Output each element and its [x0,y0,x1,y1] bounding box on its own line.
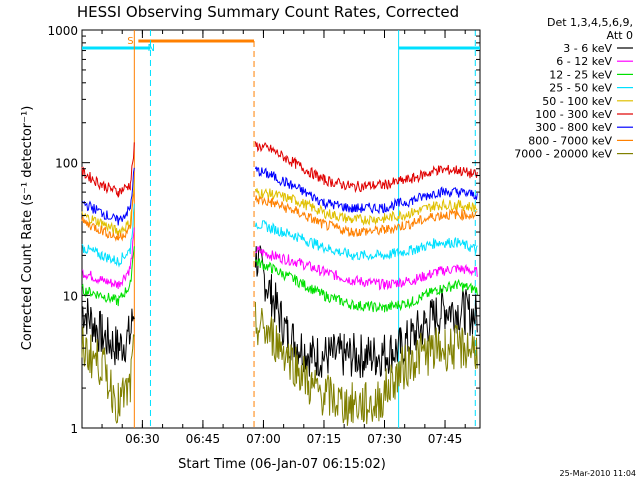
legend-entry: 6 - 12 keV [556,55,612,68]
series-line [254,258,478,313]
series-line [254,187,478,226]
series-line [81,298,135,366]
series-line [81,193,135,242]
series-line [81,167,135,226]
legend-entry: 3 - 6 keV [563,42,612,55]
x-tick-label: 06:45 [186,432,221,446]
series-line [81,180,135,238]
legend-entry: 25 - 50 keV [549,82,612,95]
legend-entry: 100 - 300 keV [535,108,612,121]
series-lines [81,141,478,426]
x-tick-label: 07:45 [428,432,463,446]
series-line [254,141,478,194]
y-axis: 1 10 100 1000 [47,24,480,436]
legend-entry: 300 - 800 keV [535,121,612,134]
plot-frame [81,29,481,429]
plot-area [81,29,481,429]
y-tick-label: 100 [55,157,78,171]
x-tick-label: 07:30 [367,432,402,446]
series-line [81,326,135,424]
y-tick-label: 10 [63,289,78,303]
x-axis: 06:30 06:45 07:00 07:15 07:30 07:45 [101,30,466,446]
footer-timestamp: 25-Mar-2010 11:04 [560,469,637,478]
x-tick-label: 07:15 [307,432,342,446]
flag-label-N: N [147,43,154,54]
legend-header-line-2: Att 0 [607,29,633,42]
status-bars [82,39,480,50]
x-axis-label: Start Time (06-Jan-07 06:15:02) [178,457,386,472]
y-axis-label: Corrected Count Rate (s⁻¹ detector⁻¹) [20,106,35,351]
legend-entry: 7000 - 20000 keV [514,148,612,161]
series-line [254,195,478,237]
series-line [254,301,478,426]
series-line [254,245,478,379]
x-tick-label: 07:00 [246,432,281,446]
chart-title: HESSI Observing Summary Count Rates, Cor… [77,3,459,21]
series-line [255,245,478,291]
legend-entry: 50 - 100 keV [542,95,612,108]
series-line [81,203,135,268]
flag-label-S: S [127,36,133,47]
series-line [254,166,478,215]
legend-entry: 12 - 25 keV [549,68,612,81]
series-line [81,227,135,290]
y-tick-label: 1000 [47,24,78,38]
x-tick-label: 06:30 [125,432,160,446]
legend-header-line-1: Det 1,3,4,5,6,9, [547,16,633,29]
series-line [254,220,478,262]
series-line [81,142,135,198]
y-tick-label: 1 [70,422,78,436]
series-line [81,246,135,307]
legend-entry: 800 - 7000 keV [528,134,612,147]
